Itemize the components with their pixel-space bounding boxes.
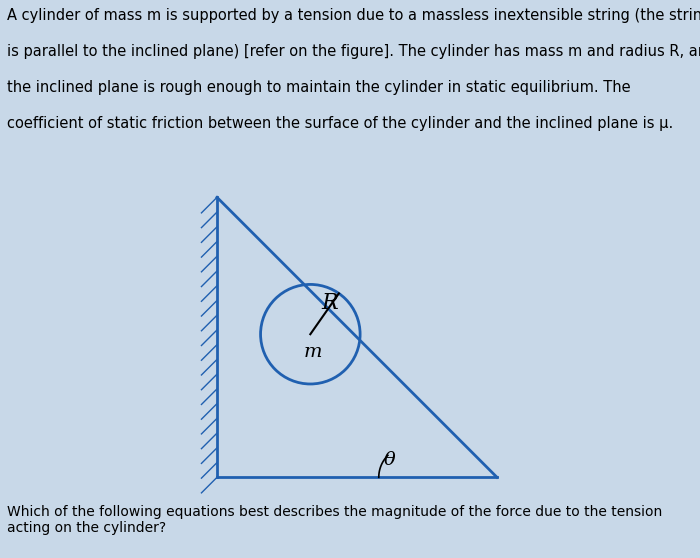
- Text: is parallel to the inclined plane) [refer on the figure]. The cylinder has mass : is parallel to the inclined plane) [refe…: [7, 44, 700, 59]
- Text: Which of the following equations best describes the magnitude of the force due t: Which of the following equations best de…: [7, 505, 662, 535]
- Text: coefficient of static friction between the surface of the cylinder and the incli: coefficient of static friction between t…: [7, 116, 673, 131]
- Text: A cylinder of mass m is supported by a tension due to a massless inextensible st: A cylinder of mass m is supported by a t…: [7, 8, 700, 22]
- Text: R: R: [321, 292, 337, 314]
- Text: m: m: [304, 343, 322, 360]
- Text: the inclined plane is rough enough to maintain the cylinder in static equilibriu: the inclined plane is rough enough to ma…: [7, 80, 631, 95]
- Text: θ: θ: [384, 451, 395, 469]
